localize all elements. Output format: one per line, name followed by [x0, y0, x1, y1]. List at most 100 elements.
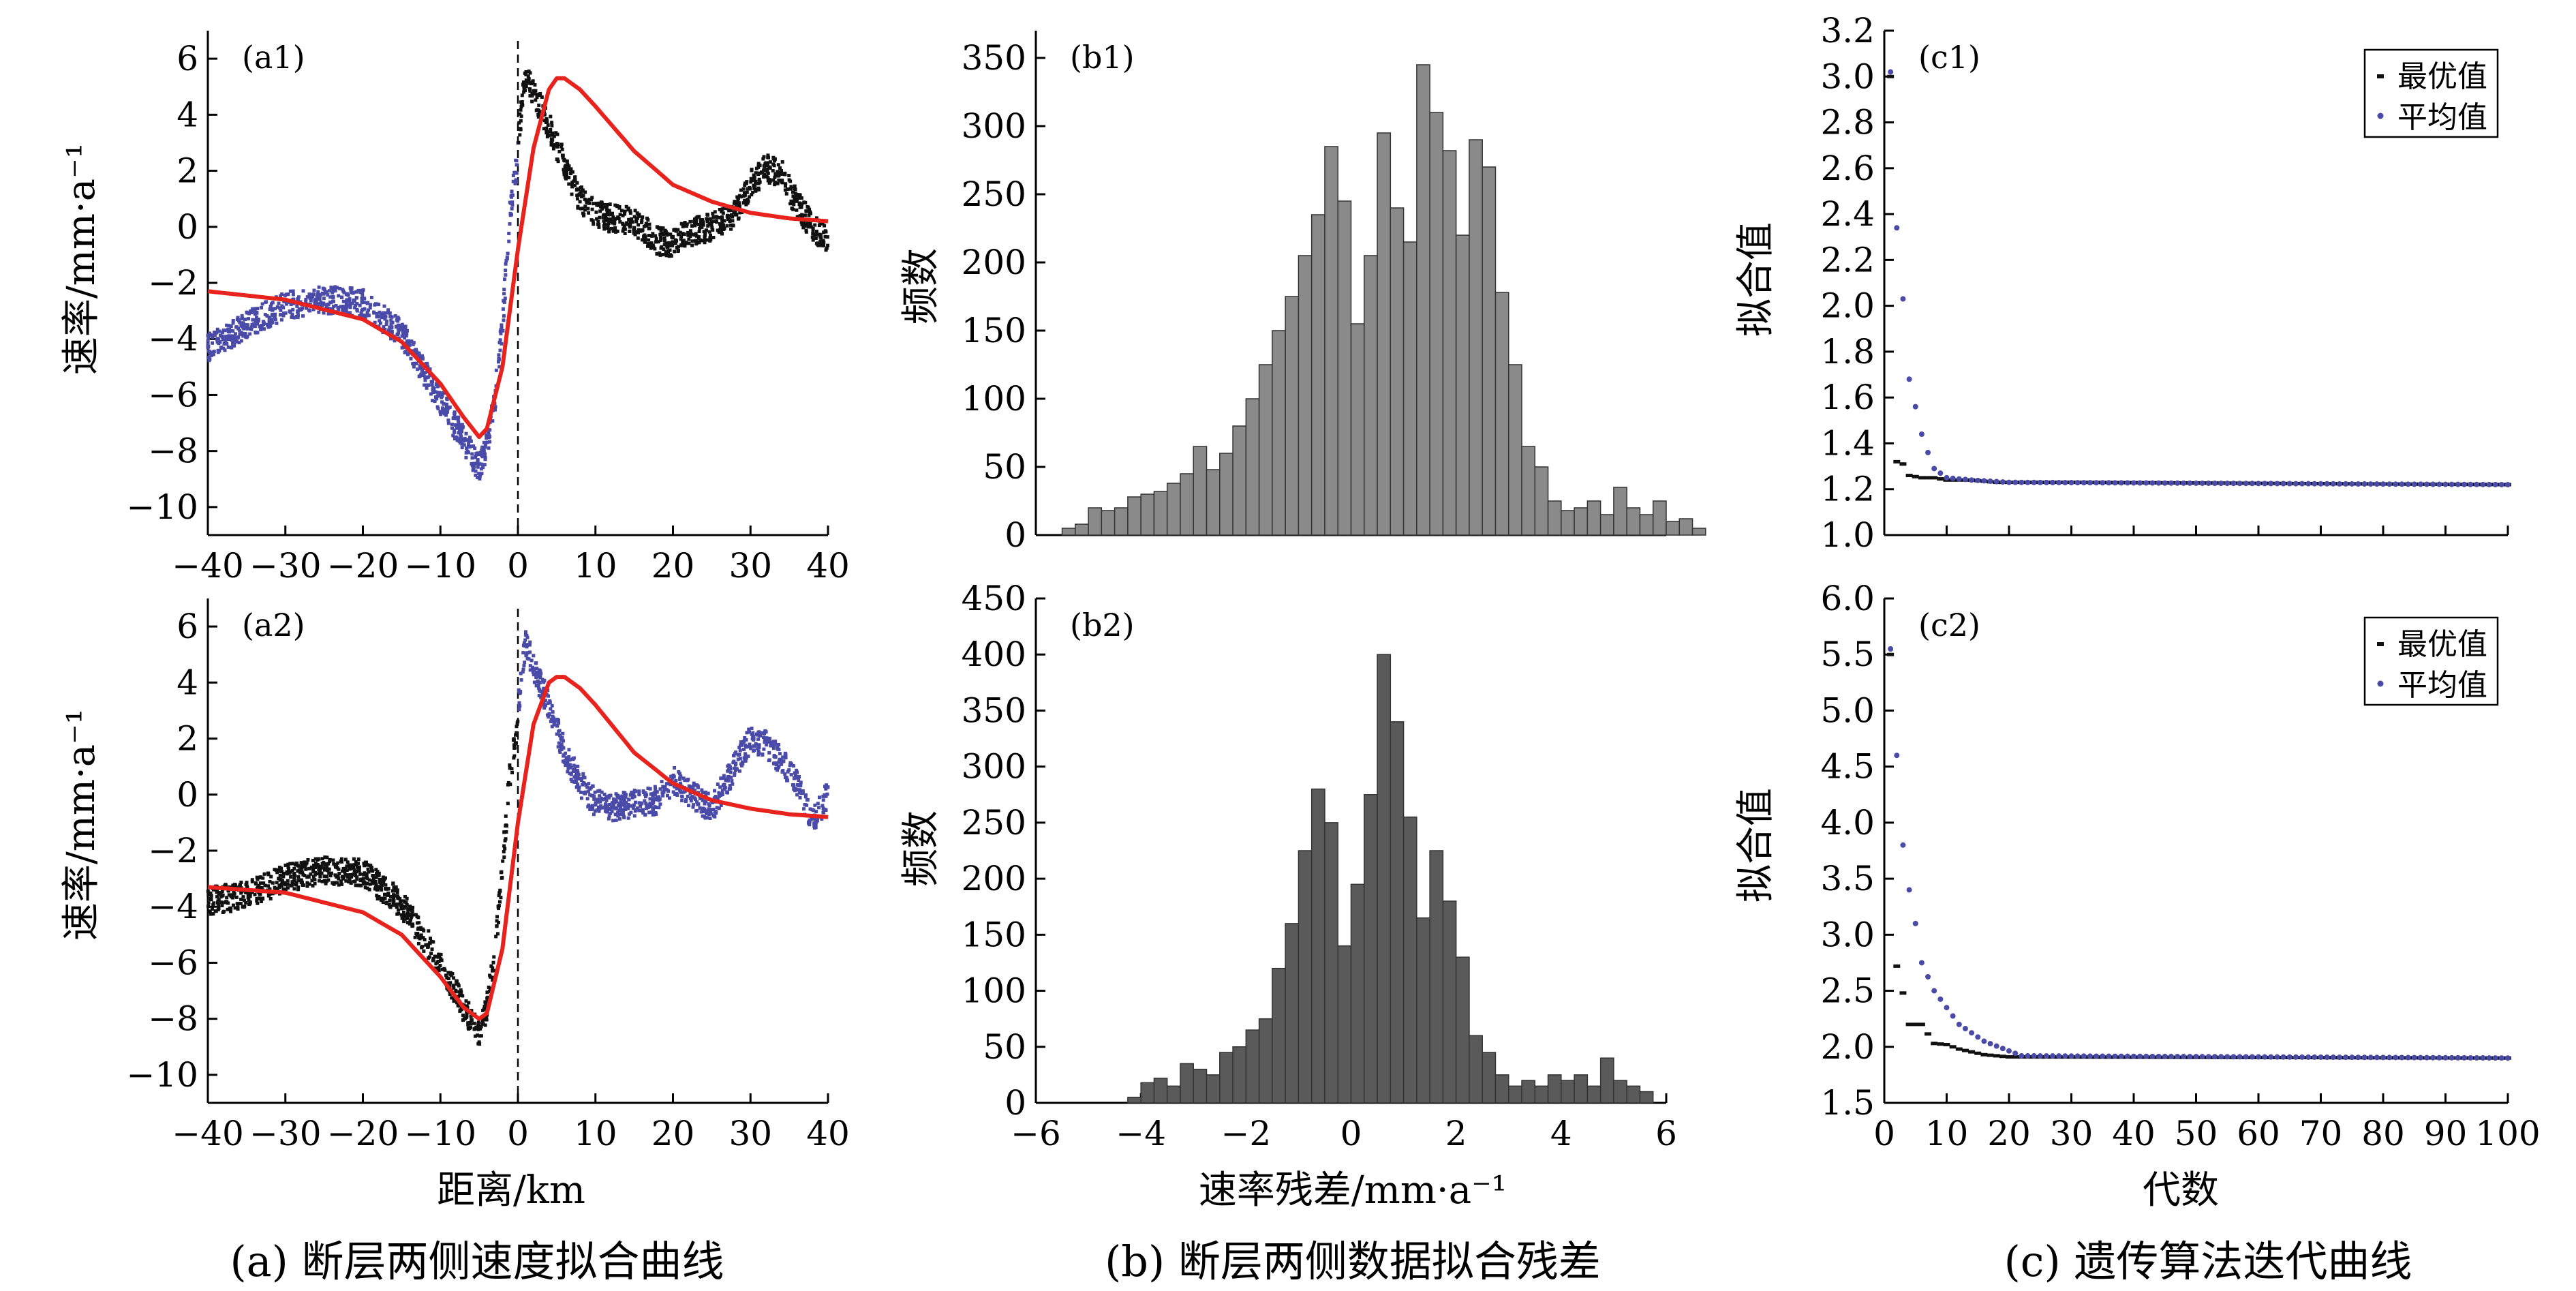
observation-point: [566, 766, 570, 770]
observation-point: [708, 816, 712, 820]
observation-point: [801, 220, 806, 224]
observation-point: [386, 887, 390, 891]
histogram-bar: [1298, 850, 1313, 1104]
observation-point: [313, 866, 318, 870]
observation-point: [601, 798, 605, 802]
observation-point: [363, 313, 367, 317]
observation-point: [244, 891, 248, 895]
y-tick-label-b2: 350: [962, 690, 1026, 730]
observation-point: [349, 288, 353, 292]
observation-point: [615, 795, 619, 800]
observation-point: [690, 785, 694, 789]
observation-point: [684, 799, 688, 803]
observation-point: [458, 1004, 462, 1008]
best-value-point: [1987, 1053, 1994, 1057]
observation-point: [536, 679, 540, 683]
observation-point: [231, 903, 235, 907]
observation-point: [438, 393, 442, 397]
observation-point: [762, 747, 766, 751]
observation-point: [523, 660, 527, 665]
observation-point: [470, 456, 474, 460]
histogram-bar: [1258, 364, 1273, 536]
observation-point: [381, 877, 385, 881]
legend-mean-marker: [2377, 680, 2384, 687]
mean-value-point: [2087, 1053, 2093, 1059]
observation-point: [587, 782, 591, 786]
mean-value-point: [2100, 1053, 2106, 1059]
mean-value-point: [2062, 480, 2068, 486]
observation-point: [457, 431, 461, 435]
observation-point: [540, 95, 544, 99]
observation-point: [666, 246, 670, 250]
observation-point: [805, 209, 809, 213]
observation-point: [532, 673, 536, 677]
observation-point: [581, 194, 585, 198]
observation-point: [384, 883, 388, 887]
observation-point: [715, 215, 719, 219]
observation-point: [263, 883, 267, 887]
observation-point: [628, 209, 632, 213]
y-tick-label-b2: 400: [962, 635, 1026, 674]
observation-point: [559, 145, 563, 149]
observation-point: [506, 780, 510, 785]
best-value-point: [1912, 1022, 1919, 1027]
observation-point: [650, 245, 654, 249]
observation-point: [325, 865, 329, 869]
observation-point: [643, 224, 647, 228]
mean-value-point: [2181, 480, 2187, 486]
observation-point: [659, 237, 663, 241]
histogram-bar: [1402, 241, 1417, 536]
observation-point: [701, 808, 705, 812]
mean-value-point: [2305, 481, 2312, 487]
observation-point: [706, 791, 710, 795]
observation-point: [369, 295, 373, 299]
observation-point: [337, 871, 341, 875]
observation-point: [398, 896, 402, 900]
observation-point: [627, 798, 631, 802]
mean-value-point: [2336, 481, 2342, 487]
observation-point: [651, 806, 655, 810]
y-tick-label-b2: 450: [962, 579, 1026, 618]
observation-point: [445, 402, 449, 406]
observation-point: [593, 790, 597, 794]
observation-point: [269, 302, 273, 306]
observation-point: [291, 862, 295, 866]
observation-point: [286, 879, 290, 883]
observation-point: [795, 770, 799, 774]
mean-value-point: [2405, 1054, 2411, 1061]
histogram-bar: [1101, 510, 1116, 536]
observation-point: [348, 305, 352, 309]
observation-point: [227, 893, 231, 897]
observation-point: [280, 292, 284, 297]
best-value-point: [1905, 474, 1913, 478]
observation-point: [343, 866, 348, 870]
observation-point: [823, 785, 827, 789]
observation-point: [373, 320, 377, 324]
observation-point: [559, 142, 564, 147]
observation-point: [581, 775, 585, 779]
observation-point: [395, 888, 399, 892]
observation-point: [803, 795, 808, 799]
mean-value-point: [2224, 1054, 2230, 1060]
observation-point: [299, 880, 303, 884]
observation-point: [739, 195, 743, 199]
observation-point: [686, 778, 690, 783]
observation-point: [375, 871, 379, 875]
observation-point: [371, 869, 375, 873]
observation-point: [753, 181, 757, 185]
observation-point: [365, 301, 369, 305]
mean-value-point: [2237, 1054, 2243, 1060]
observation-point: [232, 892, 236, 896]
observation-point: [784, 182, 788, 186]
observation-point: [238, 882, 242, 886]
panel-tag-a1: (a1): [242, 39, 305, 76]
observation-point: [321, 866, 325, 870]
observation-point: [337, 877, 341, 881]
observation-point: [218, 340, 222, 344]
observation-point: [448, 972, 452, 976]
observation-point: [393, 894, 397, 898]
observation-point: [580, 189, 584, 193]
observation-point: [572, 780, 577, 784]
observation-point: [545, 128, 549, 132]
